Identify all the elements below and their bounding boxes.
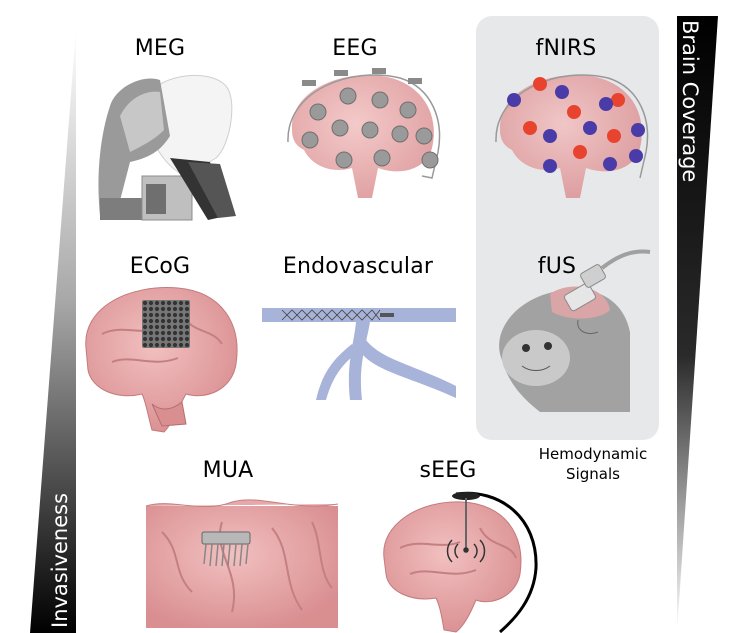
ecog-electrode <box>178 324 184 330</box>
ecog-electrode <box>184 324 190 330</box>
label-eeg: EEG <box>332 36 378 61</box>
eeg-electrodes <box>301 87 439 169</box>
label-endovascular: Endovascular <box>282 254 434 279</box>
ecog-electrode <box>184 336 190 342</box>
ecog-electrode <box>160 324 166 330</box>
hemodynamic-caption-line1: Hemodynamic <box>538 445 648 463</box>
ecog-electrode <box>142 324 148 330</box>
label-fnirs: fNIRS <box>535 36 597 61</box>
ecog-electrode <box>154 300 160 306</box>
ecog-electrode <box>178 306 184 312</box>
ecog-electrode <box>172 324 178 330</box>
ecog-electrode <box>148 312 154 318</box>
invasiveness-label: Invasiveness <box>48 492 72 628</box>
ecog-electrode <box>184 306 190 312</box>
ecog-electrode <box>160 300 166 306</box>
ecog-electrode <box>178 312 184 318</box>
ecog-electrode <box>142 318 148 324</box>
ecog-electrode <box>166 312 172 318</box>
ecog-electrode <box>148 300 154 306</box>
ecog-electrode <box>184 342 190 348</box>
ecog-electrode <box>172 342 178 348</box>
label-seeg: sEEG <box>419 458 477 483</box>
hemodynamic-caption: Hemodynamic Signals <box>518 444 668 484</box>
ecog-electrode <box>184 330 190 336</box>
ecog-electrode <box>172 330 178 336</box>
ecog-electrode <box>172 336 178 342</box>
ecog-electrode <box>178 318 184 324</box>
label-meg: MEG <box>134 36 186 61</box>
eeg-brain-illustration <box>287 68 441 198</box>
ecog-electrode <box>148 318 154 324</box>
ecog-electrode <box>178 300 184 306</box>
label-mua: MUA <box>202 458 254 483</box>
label-fus: fUS <box>537 254 577 279</box>
ecog-electrode <box>160 312 166 318</box>
ecog-brain-illustration <box>85 287 238 433</box>
ecog-electrode <box>154 336 160 342</box>
ecog-electrode <box>148 342 154 348</box>
fus-monkey-illustration <box>499 249 651 412</box>
ecog-electrode <box>172 312 178 318</box>
ecog-electrode <box>160 336 166 342</box>
ecog-electrode <box>178 330 184 336</box>
brain-coverage-label: Brain Coverage <box>678 20 702 183</box>
ecog-electrode <box>178 336 184 342</box>
ecog-electrode <box>148 306 154 312</box>
ecog-electrode <box>148 336 154 342</box>
endovascular-illustration <box>262 308 456 400</box>
ecog-electrode <box>166 324 172 330</box>
ecog-electrode <box>160 330 166 336</box>
ecog-electrode <box>184 318 190 324</box>
ecog-electrode <box>166 300 172 306</box>
ecog-electrode <box>160 342 166 348</box>
ultrasound-probe <box>563 249 651 312</box>
ecog-electrode <box>172 300 178 306</box>
ecog-electrode <box>184 312 190 318</box>
utah-array <box>201 531 251 567</box>
fnirs-detectors <box>507 85 645 173</box>
ecog-electrode <box>148 324 154 330</box>
ecog-electrode <box>142 342 148 348</box>
hemodynamic-caption-line2: Signals <box>566 465 620 483</box>
label-ecog: ECoG <box>129 254 191 279</box>
ecog-electrode <box>166 306 172 312</box>
ecog-electrode <box>166 336 172 342</box>
ecog-electrode <box>154 318 160 324</box>
ecog-electrode <box>166 330 172 336</box>
ecog-electrode <box>166 342 172 348</box>
ecog-electrode <box>142 336 148 342</box>
ecog-electrode <box>142 312 148 318</box>
mua-cortex-illustration <box>145 499 339 628</box>
ecog-electrode <box>142 330 148 336</box>
ecog-electrode <box>160 318 166 324</box>
seeg-signal-icon <box>446 539 486 563</box>
ecog-electrode <box>184 300 190 306</box>
fnirs-brain-illustration <box>495 74 649 198</box>
ecog-electrode <box>142 306 148 312</box>
meg-scanner-illustration <box>98 74 236 221</box>
ecog-electrode <box>166 318 172 324</box>
ecog-grid <box>142 300 190 348</box>
fnirs-sources <box>523 77 625 159</box>
ecog-electrode <box>142 300 148 306</box>
stent <box>281 309 381 321</box>
ecog-electrode <box>178 342 184 348</box>
ecog-electrode <box>154 312 160 318</box>
ecog-electrode <box>154 330 160 336</box>
ecog-electrode <box>154 306 160 312</box>
ecog-electrode <box>160 306 166 312</box>
ecog-electrode <box>172 306 178 312</box>
ecog-electrode <box>172 318 178 324</box>
ecog-electrode <box>154 342 160 348</box>
seeg-illustration <box>383 491 538 633</box>
ecog-electrode <box>154 324 160 330</box>
ecog-electrode <box>148 330 154 336</box>
